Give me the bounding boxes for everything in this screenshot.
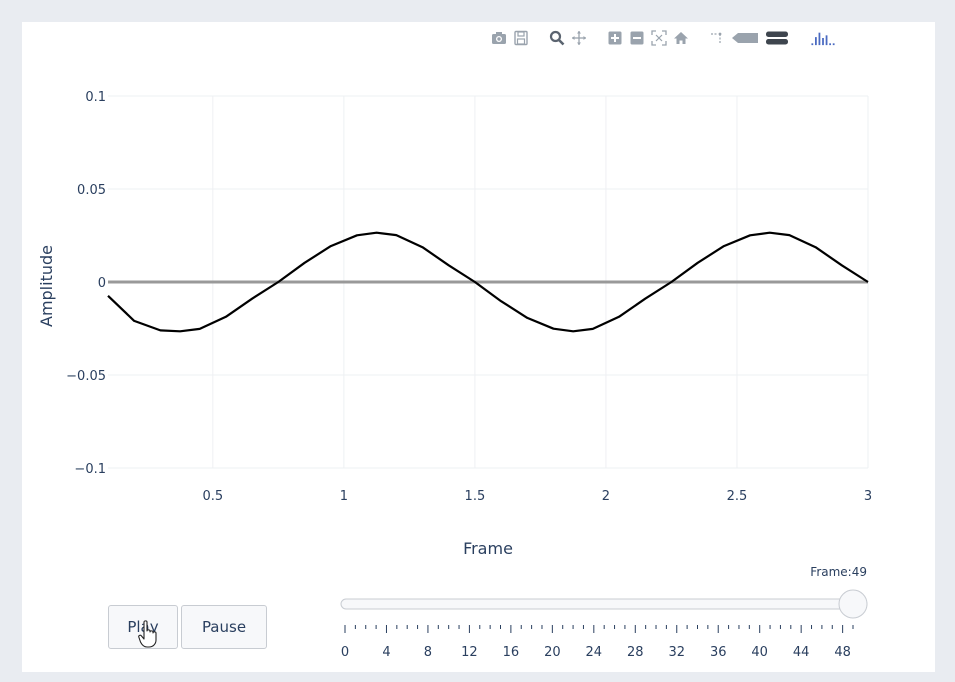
series-layer	[107, 231, 869, 333]
amplitude-line	[107, 231, 869, 333]
slider-tick-label: 16	[503, 645, 520, 660]
slider-tick-label: 20	[544, 645, 561, 660]
pan-icon[interactable]	[568, 27, 590, 49]
y-tick-label: 0.05	[77, 183, 106, 198]
slider-tick-label: 48	[834, 645, 851, 660]
home-icon[interactable]	[670, 27, 692, 49]
y-tick-label: −0.05	[66, 369, 106, 384]
slider-tick-label: 28	[627, 645, 644, 660]
slider-tick-label: 36	[710, 645, 727, 660]
y-tick-label: 0	[98, 276, 106, 291]
x-tick-label: 2.5	[727, 489, 748, 504]
zoom-out-icon[interactable]	[626, 27, 648, 49]
slider-rail[interactable]	[340, 598, 868, 610]
autoscale-icon[interactable]	[648, 27, 670, 49]
x-tick-label: 1	[340, 489, 348, 504]
slider-tick-label: 32	[668, 645, 685, 660]
slider-tick-label: 24	[586, 645, 603, 660]
x-tick-label: 0.5	[202, 489, 223, 504]
hover-closest-icon[interactable]	[728, 27, 762, 49]
save-icon[interactable]	[510, 27, 532, 49]
y-tick-label: −0.1	[74, 462, 106, 477]
slider-ticks	[344, 625, 854, 633]
slider-tick-labels: 0 4 8 12 16 20 24 28 32 36 40 44 48	[341, 645, 851, 660]
x-axis: 0.5 1 1.5 2 2.5 3	[202, 489, 872, 504]
zoom-in-icon[interactable]	[604, 27, 626, 49]
y-tick-label: 0.1	[85, 90, 106, 105]
play-button[interactable]: Play	[108, 605, 178, 649]
slider-handle[interactable]	[838, 589, 868, 619]
y-axis: 0.1 0.05 0 −0.05 −0.1	[66, 90, 106, 477]
plotly-logo-icon[interactable]	[806, 27, 840, 49]
zoom-icon[interactable]	[546, 27, 568, 49]
slider-current-value: Frame:49	[810, 565, 867, 579]
slider-tick-label: 4	[382, 645, 390, 660]
x-tick-label: 2	[602, 489, 610, 504]
x-tick-label: 3	[864, 489, 872, 504]
camera-icon[interactable]	[488, 27, 510, 49]
slider-tick-label: 12	[461, 645, 478, 660]
frame-slider[interactable]: 0 4 8 12 16 20 24 28 32 36 40 44 48	[340, 589, 868, 660]
hover-compare-icon[interactable]	[762, 27, 792, 49]
slider-tick-label: 44	[793, 645, 810, 660]
slider-tick-label: 40	[751, 645, 768, 660]
x-axis-title: Frame	[463, 539, 513, 558]
slider-tick-label: 8	[424, 645, 432, 660]
x-tick-label: 1.5	[465, 489, 486, 504]
slider-tick-label: 0	[341, 645, 349, 660]
y-axis-title: Amplitude	[37, 245, 56, 327]
modebar	[488, 26, 840, 50]
hand-cursor-icon	[138, 620, 157, 648]
figure-frame	[22, 22, 935, 672]
pause-button[interactable]: Pause	[181, 605, 267, 649]
spike-lines-icon[interactable]	[706, 27, 728, 49]
